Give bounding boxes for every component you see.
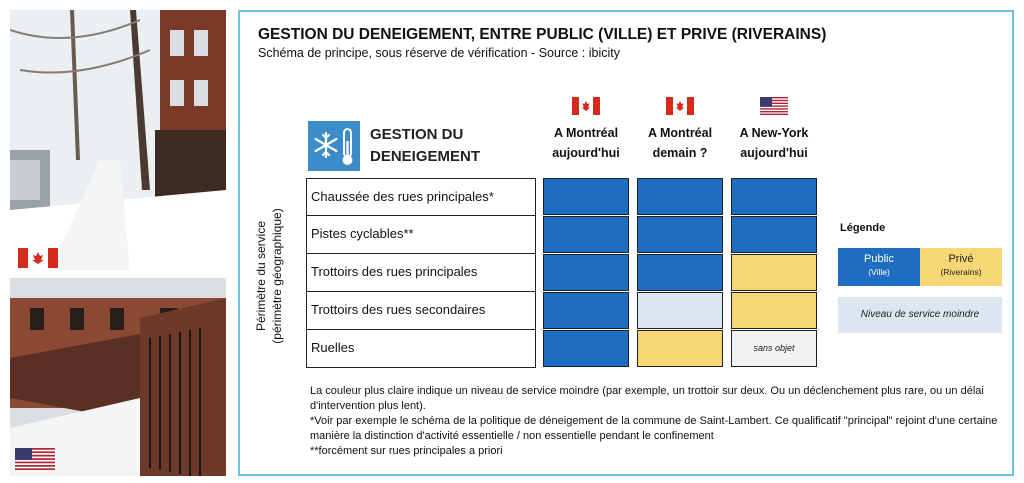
legend-prive-sub: (Riverains) [940, 267, 982, 277]
montreal-street-photo [10, 10, 226, 270]
column-label-line1: A Montréal [553, 126, 619, 140]
footnote: La couleur plus claire indique un niveau… [310, 385, 984, 412]
row-label: Trottoirs des rues secondaires [306, 292, 536, 330]
column-montreal-tomorrow: A Montréal demain ? [637, 97, 723, 163]
snowy-street-illustration [10, 10, 226, 270]
legend-light-swatch: Niveau de service moindre [838, 297, 1002, 333]
legend-prive-label: Privé [948, 253, 974, 265]
column-label-line1: A Montréal [647, 126, 713, 140]
matrix-cell [543, 330, 629, 367]
new-york-street-photo [10, 278, 226, 476]
legend-title: Légende [840, 222, 886, 234]
legend-public-sub: (Ville) [868, 267, 890, 277]
matrix-cell [731, 178, 817, 215]
column-label-line1: A New-York [739, 126, 809, 140]
row-label: Trottoirs des rues principales [306, 254, 536, 292]
diagram-title: GESTION DU DENEIGEMENT, ENTRE PUBLIC (VI… [258, 26, 827, 43]
matrix-cell [543, 178, 629, 215]
column-label-line2: demain ? [652, 146, 708, 160]
matrix-cell [543, 254, 629, 291]
column-new-york-today: A New-York aujourd'hui [731, 97, 817, 163]
vertical-axis-label: Périmètre du service (périmètre géograph… [253, 188, 285, 364]
canada-flag-icon [572, 97, 600, 115]
brownstones-illustration [10, 278, 226, 476]
vertical-label-line1: Périmètre du service [254, 220, 268, 332]
vertical-label-line2: (périmètre géographique) [270, 208, 284, 344]
row-label: Chaussée des rues principales* [306, 178, 536, 216]
usa-flag-icon [15, 448, 55, 470]
header-label-line2: DENEIGEMENT [370, 148, 481, 165]
usa-flag-icon [760, 97, 788, 115]
row-label: Pistes cyclables** [306, 216, 536, 254]
matrix-cell [731, 292, 817, 329]
legend-public-swatch: Public (Ville) [838, 248, 920, 286]
matrix-cell [637, 254, 723, 291]
legend-prive-swatch: Privé (Riverains) [920, 248, 1002, 286]
header-label-line1: GESTION DU [370, 126, 464, 143]
matrix-cell [731, 216, 817, 253]
footnotes: La couleur plus claire indique un niveau… [310, 384, 1000, 459]
matrix-cell [637, 292, 723, 329]
matrix-cell: sans objet [731, 330, 817, 367]
row-label: Ruelles [306, 330, 536, 368]
matrix-cell [637, 330, 723, 367]
matrix-cell [543, 292, 629, 329]
matrix-cell [637, 216, 723, 253]
snowflake-thermometer-icon [308, 121, 360, 171]
footnote: *Voir par exemple le schéma de la politi… [310, 415, 998, 442]
column-montreal-today: A Montréal aujourd'hui [543, 97, 629, 163]
matrix-cell [731, 254, 817, 291]
footnote: **forcément sur rues principales a prior… [310, 445, 503, 457]
canada-flag-icon [18, 248, 58, 268]
canada-flag-icon [666, 97, 694, 115]
diagram-panel: GESTION DU DENEIGEMENT, ENTRE PUBLIC (VI… [238, 10, 1014, 476]
column-label-line2: aujourd'hui [740, 146, 808, 160]
matrix-cell [543, 216, 629, 253]
matrix-cell [637, 178, 723, 215]
diagram-subtitle: Schéma de principe, sous réserve de véri… [258, 46, 620, 60]
legend-public-label: Public [864, 253, 894, 265]
header-label: GESTION DU DENEIGEMENT [370, 124, 520, 168]
column-label-line2: aujourd'hui [552, 146, 620, 160]
